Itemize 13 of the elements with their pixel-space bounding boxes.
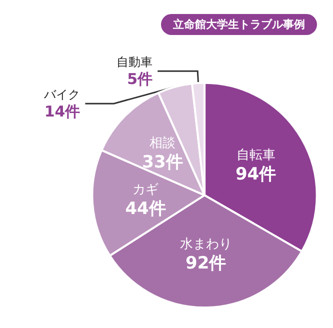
data-label: 94件 [235,164,276,185]
data-label: 44件 [125,198,166,219]
data-label: 14件 [44,102,80,121]
slice-label: バイク [43,88,80,102]
chart-title: 立命館大学生トラブル事例 [172,18,305,31]
data-label: 92件 [186,253,226,274]
slice-label: 相談 [149,136,176,152]
data-label: 33件 [142,152,183,173]
slice-label: 自転車 [236,148,276,164]
slice-label: 水まわり [180,236,232,252]
slice-label: 自動車 [116,55,153,70]
data-label: 5件 [127,70,153,88]
slice-label: カギ [132,182,159,198]
